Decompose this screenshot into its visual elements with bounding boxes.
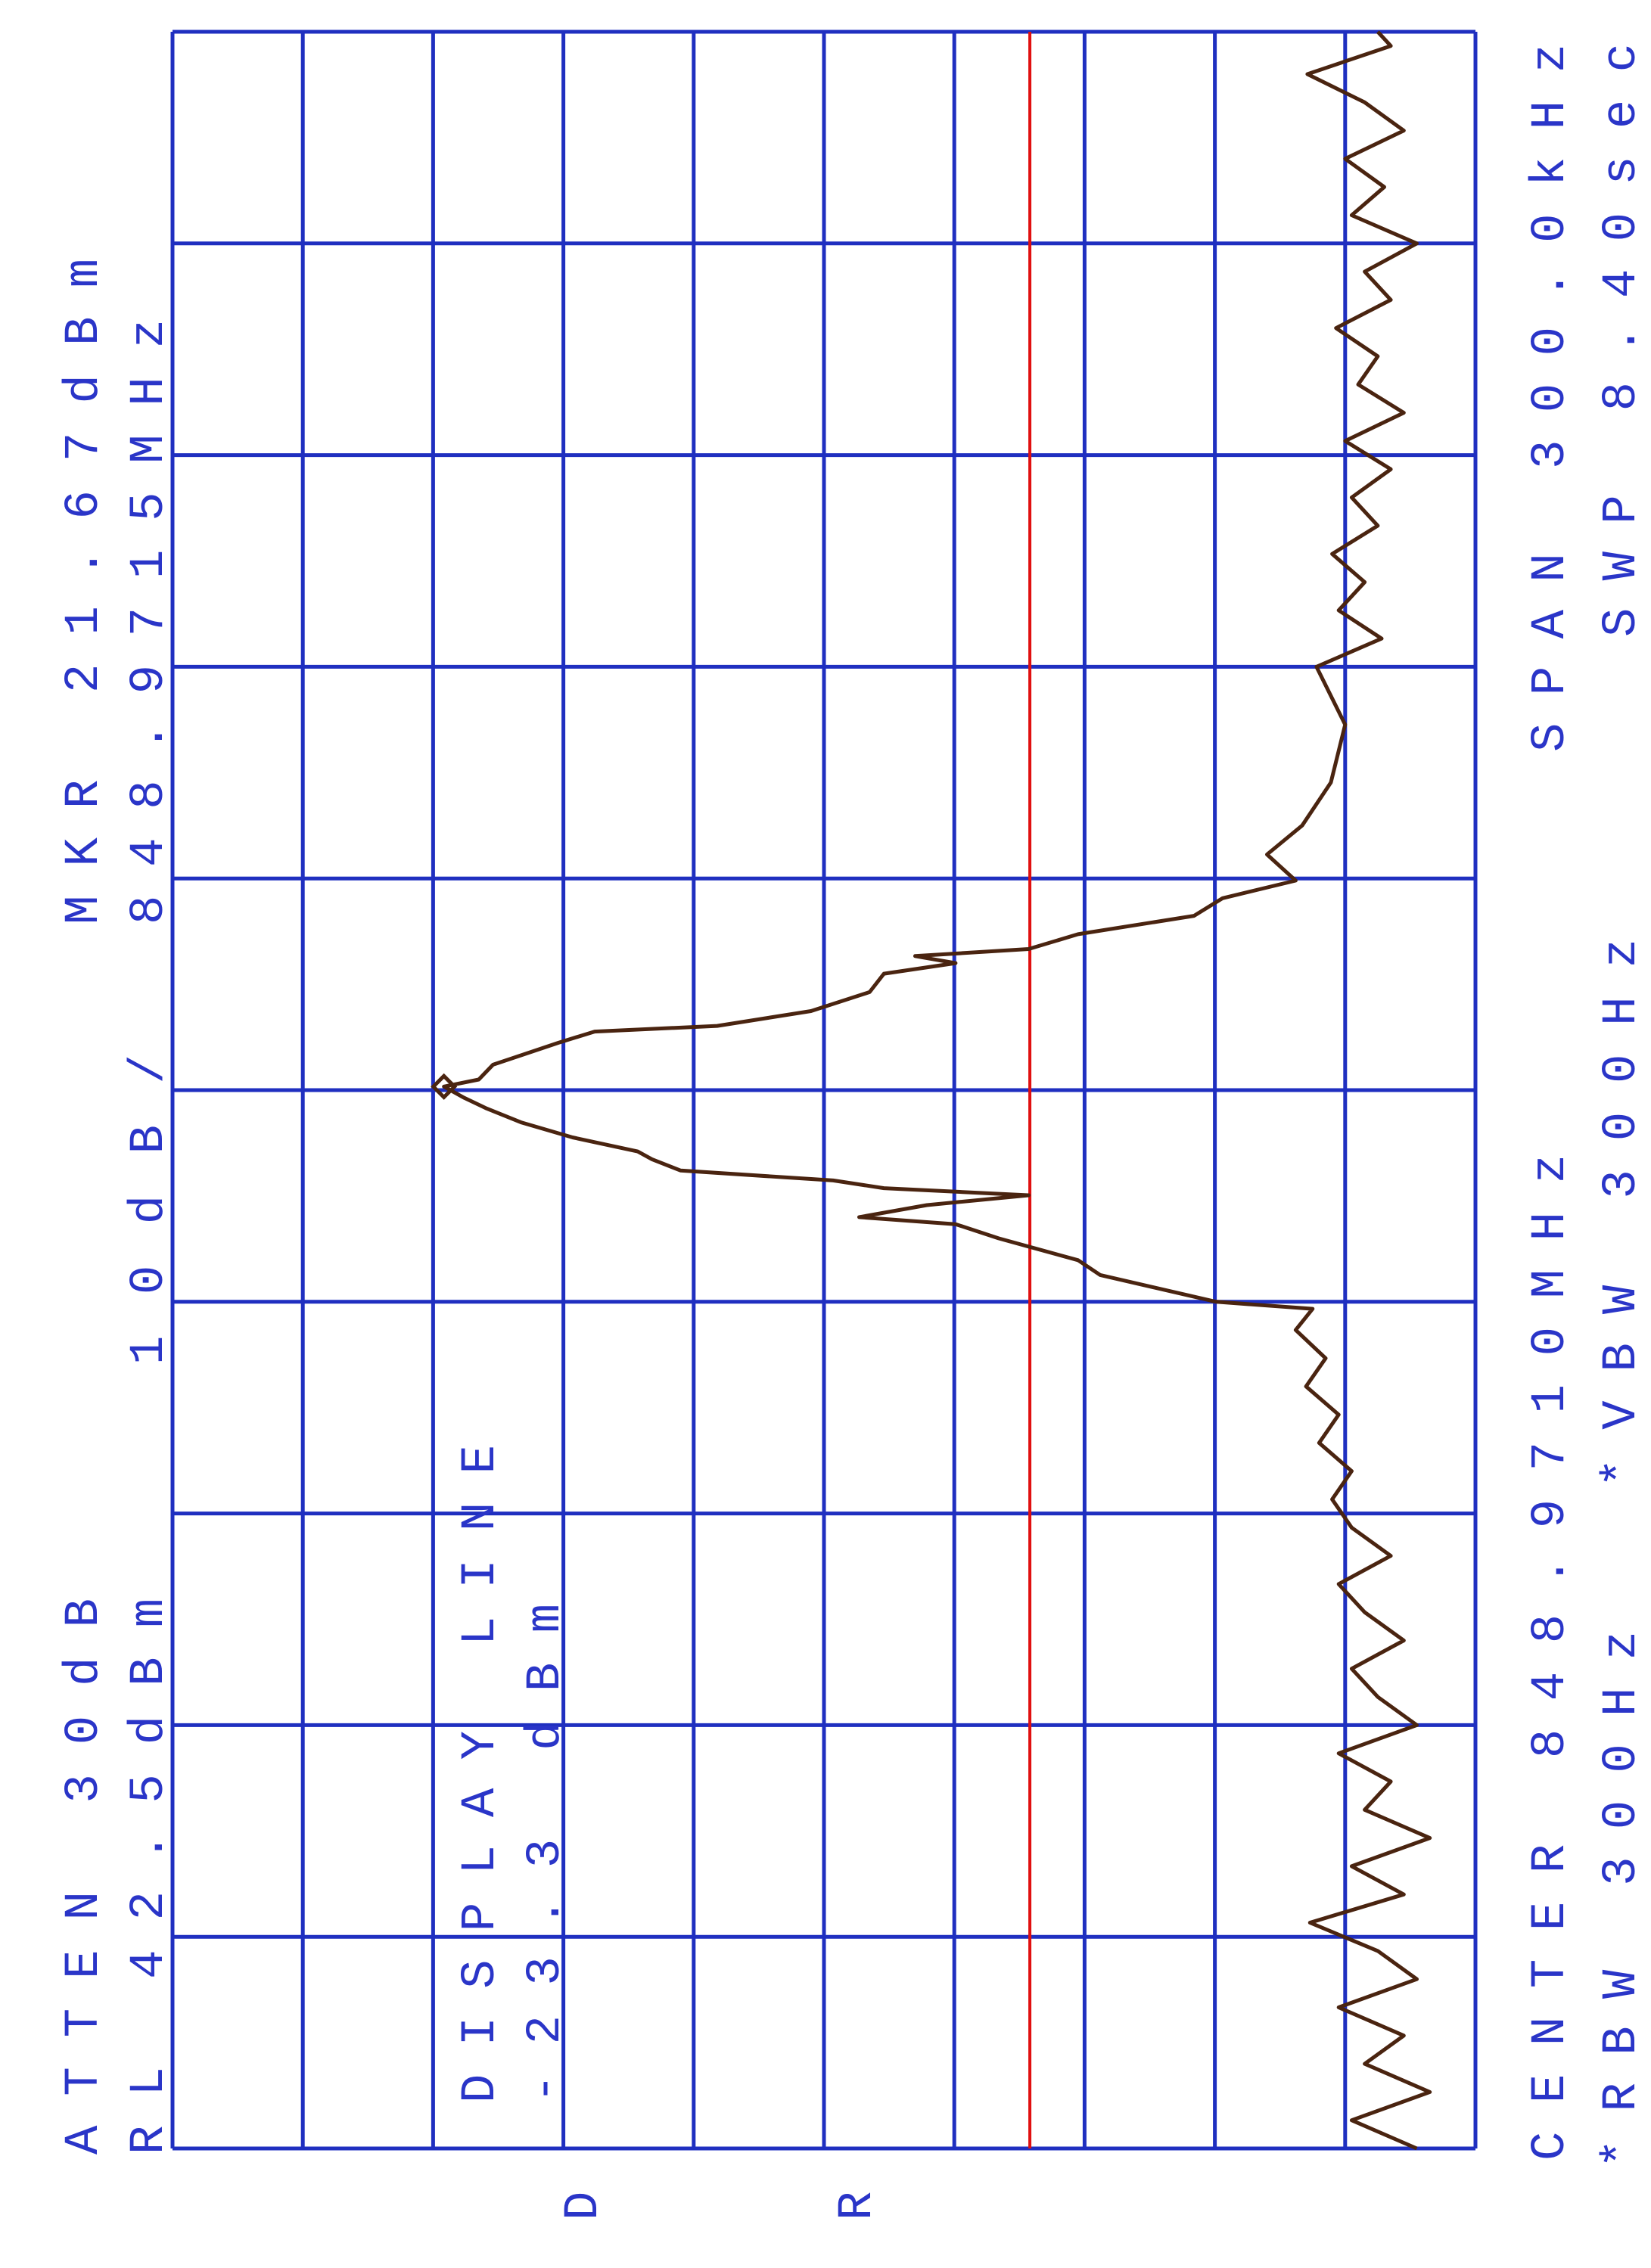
atten-label: ATTEN 30dB — [58, 1598, 112, 2155]
marker-amp-label: MKR 21.67dBm — [58, 259, 112, 924]
vbw-label: *VBW 300Hz — [1595, 939, 1649, 1487]
display-line-title: DISPLAY LINE — [454, 1445, 508, 2103]
graticule — [170, 30, 1478, 2151]
span-label: SPAN 300.0kHz — [1524, 44, 1578, 752]
spectrum-trace — [442, 30, 1432, 2151]
rbw-label: *RBW 300Hz — [1595, 1631, 1649, 2168]
marker-freq-label: 848.9715MHz — [123, 319, 177, 924]
d-mark: D — [557, 2192, 611, 2220]
ref-level-label: RL 42.5dBm — [123, 1598, 177, 2155]
scale-label: 10dB/ — [123, 1055, 177, 1365]
center-freq-label: CENTER 848.9710MHz — [1524, 1154, 1578, 2161]
display-line-value: -23.3 dBm — [519, 1604, 574, 2103]
r-mark: R — [831, 2192, 885, 2220]
marker-diamond — [431, 1073, 458, 1100]
sweep-label: SWP 8.40sec — [1595, 43, 1649, 637]
